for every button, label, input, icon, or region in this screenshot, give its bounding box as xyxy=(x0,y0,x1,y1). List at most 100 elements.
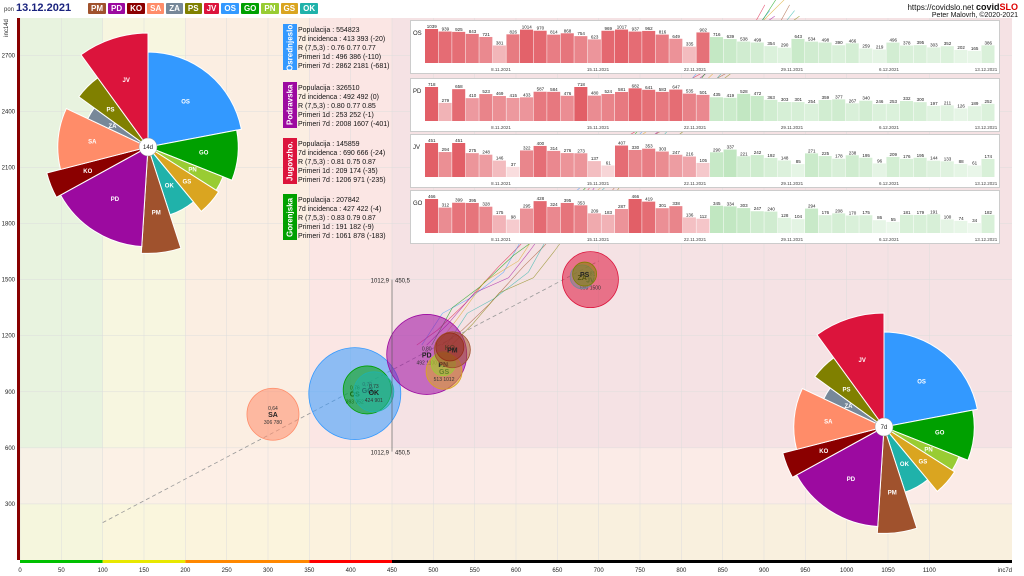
legend-jv: JV xyxy=(203,3,220,14)
stat-populacija: Populacija : 145859 xyxy=(298,141,360,148)
strip-value: 969 xyxy=(604,26,612,31)
strip-bar xyxy=(710,205,724,233)
strip-bar xyxy=(642,148,656,177)
strip-bar xyxy=(927,160,941,177)
region-strip-go: GO 466 312 399 395 328 175 98 295 428 324 395 353 209… xyxy=(410,190,1000,244)
x-tick-label: 850 xyxy=(718,568,729,574)
strip-value: 294 xyxy=(808,204,816,209)
strip-value: 324 xyxy=(550,202,558,207)
strip-date: 22.11.2021 xyxy=(684,181,707,186)
strip-bar xyxy=(506,219,520,233)
x-tick-label: 1000 xyxy=(840,568,854,574)
strip-bar xyxy=(601,94,615,121)
bubble-value: 690 1500 xyxy=(580,286,601,292)
date-value: 13.12.2021 xyxy=(16,2,72,14)
x-tick-label: 700 xyxy=(594,568,605,574)
strip-value: 435 xyxy=(713,92,721,97)
strip-bar xyxy=(465,202,479,233)
pie-slice-ko xyxy=(46,146,149,199)
x-tick-label: 500 xyxy=(428,568,439,574)
strip-value: 937 xyxy=(632,27,640,32)
strip-date: 29.11.2021 xyxy=(781,181,804,186)
strip-value: 175 xyxy=(862,210,870,215)
strip-date: 22.11.2021 xyxy=(684,67,707,72)
url-text[interactable]: https://covidslo.net xyxy=(907,3,974,12)
strip-bar xyxy=(587,161,601,177)
pie-label-gs: GS xyxy=(183,179,192,185)
pie-slice-pd xyxy=(59,146,149,248)
strip-bar xyxy=(669,154,683,177)
strip-value: 165 xyxy=(971,46,979,51)
strip-bar xyxy=(479,206,493,233)
region-strip-pd: PD 718 279 658 410 523 469 415 433 587 584 476 718 48… xyxy=(410,78,1000,132)
strip-bar xyxy=(818,100,832,121)
pie-center-label: 14d xyxy=(143,145,153,151)
strip-value: 279 xyxy=(442,98,450,103)
strip-bar xyxy=(492,45,506,63)
strip-bar xyxy=(506,166,520,177)
x-axis-strip xyxy=(185,560,310,563)
strip-value: 386 xyxy=(984,40,992,45)
legend-os: OS xyxy=(221,3,239,14)
strip-value: 451 xyxy=(455,138,463,143)
strip-bar xyxy=(574,36,588,63)
bubble-value: 492 1100 xyxy=(416,360,437,366)
strip-bar xyxy=(845,103,859,121)
x-tick-label: 0 xyxy=(18,568,22,574)
pie-label-pd: PD xyxy=(847,477,856,483)
strip-value: 643 xyxy=(794,34,802,39)
strip-date: 15.11.2021 xyxy=(587,181,610,186)
pie-label-za: ZA xyxy=(109,124,118,130)
strip-bar xyxy=(465,153,479,177)
strip-value: 96 xyxy=(877,158,883,163)
strip-value: 312 xyxy=(442,203,450,208)
strip-value: 407 xyxy=(618,141,626,146)
x-axis-label: inc7d xyxy=(998,568,1012,574)
x-tick-label: 50 xyxy=(58,568,65,574)
strip-date: 13.12.2021 xyxy=(975,125,998,130)
strip-bar xyxy=(737,208,751,233)
date-label: pon 13.12.2021 xyxy=(4,2,71,14)
strip-value: 353 xyxy=(577,200,585,205)
strip-value: 649 xyxy=(672,34,680,39)
brand-slo: SLO xyxy=(999,2,1018,12)
pie-7d: OS GO PN GS OK PM PD KO SA ZA PS JV 7d xyxy=(782,312,978,534)
strip-value: 254 xyxy=(808,99,816,104)
stat-populacija: Populacija : 554823 xyxy=(298,27,360,34)
strip-value: 247 xyxy=(672,150,680,155)
strip-value: 523 xyxy=(482,89,490,94)
region-tab-os: Osrednjeslo. xyxy=(283,23,297,71)
strip-value: 534 xyxy=(808,37,816,42)
strip-bar xyxy=(438,102,452,121)
strip-date: 6.12.2021 xyxy=(879,125,900,130)
strip-bar xyxy=(940,105,954,121)
stat-primeri7: Primeri 7d : 1061 878 (-183) xyxy=(298,233,386,240)
strip-value: 970 xyxy=(537,26,545,31)
strip-bar xyxy=(479,94,493,121)
strip-value: 85 xyxy=(796,159,802,164)
strip-bar xyxy=(696,32,710,63)
strip-value: 902 xyxy=(699,27,707,32)
site-url[interactable]: https://covidslo.net covidSLO xyxy=(907,2,1018,12)
strip-bar xyxy=(492,215,506,233)
bubble-r: 0,73 xyxy=(369,384,379,390)
strip-value: 176 xyxy=(903,154,911,159)
pie-slice-go xyxy=(146,129,239,181)
bubble-value: 424 901 xyxy=(365,398,383,404)
strip-value: 290 xyxy=(781,43,789,48)
strip-bar xyxy=(723,39,737,63)
strip-bar xyxy=(628,199,642,233)
bubble-code: PS xyxy=(580,272,590,279)
strip-bar xyxy=(845,43,859,63)
strip-bar xyxy=(886,103,900,121)
strip-value: 433 xyxy=(523,92,531,97)
strip-bar xyxy=(764,99,778,121)
weekday: pon xyxy=(4,7,15,13)
stat-r: R (7,5,3) : 0.80 0.77 0.85 xyxy=(298,103,376,110)
strip-value: 209 xyxy=(889,152,897,157)
x-tick-label: 1100 xyxy=(923,568,937,574)
strip-value: 354 xyxy=(767,41,775,46)
strip-value: 466 xyxy=(632,194,640,199)
strip-value: 359 xyxy=(822,95,830,100)
